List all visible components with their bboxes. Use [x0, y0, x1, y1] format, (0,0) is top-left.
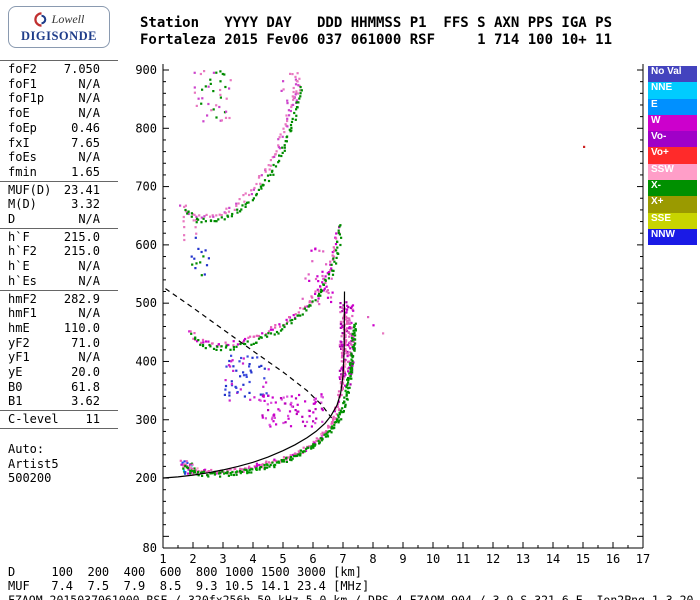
- svg-text:12: 12: [486, 552, 500, 566]
- param-fof1p: foF1p N/A: [8, 91, 100, 106]
- svg-text:7: 7: [339, 552, 346, 566]
- svg-text:6: 6: [309, 552, 316, 566]
- param-md: M(D) 3.32: [8, 197, 100, 212]
- param-fof1: foF1 N/A: [8, 76, 100, 91]
- svg-text:600: 600: [135, 238, 157, 252]
- legend-item-sse: SSE: [648, 212, 697, 229]
- svg-text:80: 80: [143, 541, 157, 555]
- param-fxi: fxI 7.65: [8, 135, 100, 150]
- header-field-names: Station YYYY DAY DDD HHMMSS P1 FFS S AXN…: [140, 15, 613, 31]
- legend-item-w: W: [648, 114, 697, 132]
- legend-item-x+: X+: [648, 196, 697, 213]
- echo-scatter-layer: [179, 70, 586, 478]
- lowell-digisonde-logo: Lowell DIGISONDE: [8, 6, 110, 48]
- svg-text:900: 900: [135, 63, 157, 77]
- legend-item-nnw: NNW: [648, 228, 697, 246]
- param-foe: foE N/A: [8, 106, 100, 121]
- svg-text:1: 1: [159, 552, 166, 566]
- svg-text:13: 13: [516, 552, 530, 566]
- svg-text:14: 14: [546, 552, 560, 566]
- param-foes: foEs N/A: [8, 150, 100, 165]
- param-hme: hmE 110.0: [8, 320, 100, 335]
- param-group-3: hmF2 282.9 hmF1 N/A hmE 110.0 yF2 71.0 yF1 N/A yE 2…: [0, 291, 118, 412]
- param-group-4: C-level 11: [0, 411, 118, 429]
- param-group-5: Auto: Artist5 500200: [0, 441, 118, 487]
- param-artist5: Artist5: [8, 456, 59, 471]
- svg-text:4: 4: [249, 552, 256, 566]
- logo-lowell-text: Lowell: [51, 12, 85, 26]
- param-yf2: yF2 71.0: [8, 335, 100, 350]
- param-b0: B0 61.8: [8, 379, 100, 394]
- logo-digisonde-text: DIGISONDE: [20, 28, 98, 43]
- footer-info: FZAOM_2015037061000.RSF / 320fx256h 50 k…: [8, 593, 694, 600]
- svg-text:3: 3: [219, 552, 226, 566]
- param-b1: B1 3.62: [8, 394, 100, 409]
- overlay-curves: [162, 288, 346, 479]
- svg-text:700: 700: [135, 180, 157, 194]
- param-ye: yE 20.0: [8, 365, 100, 380]
- param-foep: foEp 0.46: [8, 120, 100, 135]
- svg-text:15: 15: [576, 552, 590, 566]
- svg-text:8: 8: [369, 552, 376, 566]
- svg-text:800: 800: [135, 121, 157, 135]
- svg-text:2: 2: [189, 552, 196, 566]
- svg-text:300: 300: [135, 413, 157, 427]
- svg-text:500: 500: [135, 296, 157, 310]
- param-hes: h`Es N/A: [8, 273, 100, 288]
- param-yf1: yF1 N/A: [8, 350, 100, 365]
- muf-transmission-curve: [165, 288, 333, 419]
- muf-table-row: MUF 7.4 7.5 7.9 8.5 9.3 10.5 14.1 23.4 […: [8, 579, 370, 593]
- true-height-profile-line: [162, 291, 346, 479]
- axes-layer: [162, 64, 644, 549]
- param-hf: h`F 215.0: [8, 229, 100, 244]
- svg-text:400: 400: [135, 354, 157, 368]
- param-hmf2: hmF2 282.9: [8, 291, 100, 306]
- header-field-values: Fortaleza 2015 Fev06 037 061000 RSF 1 71…: [140, 32, 613, 48]
- legend-item-x-: X-: [648, 180, 697, 197]
- param-clevel: C-level 11: [8, 412, 100, 427]
- svg-text:200: 200: [135, 471, 157, 485]
- legend-item-noval: No Val: [648, 66, 697, 83]
- param-group-2: h`F 215.0 h`F2 215.0 h`E N/A h`Es N/A: [0, 229, 118, 291]
- legend-item-e: E: [648, 98, 697, 115]
- param-d: D N/A: [8, 212, 100, 227]
- svg-text:17: 17: [636, 552, 650, 566]
- param-hf2: h`F2 215.0: [8, 244, 100, 259]
- distance-table-row: D 100 200 400 600 800 1000 1500 3000 [km…: [8, 565, 363, 579]
- legend-item-nne: NNE: [648, 82, 697, 99]
- param-hmf1: hmF1 N/A: [8, 306, 100, 321]
- parameter-panel: foF2 7.050 foF1 N/A foF1p N/A foE N/A foEp 0.46 fx…: [0, 60, 118, 487]
- param-mufd: MUF(D) 23.41: [8, 182, 100, 197]
- param-he: h`E N/A: [8, 259, 100, 274]
- svg-text:10: 10: [426, 552, 440, 566]
- digisonde-logo-icon: [33, 12, 46, 27]
- param-group-0: foF2 7.050 foF1 N/A foF1p N/A foE N/A foEp 0.46 fx…: [0, 60, 118, 182]
- param-group-1: MUF(D) 23.41 M(D) 3.32 D N/A: [0, 182, 118, 229]
- legend-item-vo+: Vo+: [648, 147, 697, 164]
- legend-item-ssw: SSW: [648, 163, 697, 181]
- param-auto: Auto:: [8, 441, 45, 456]
- doppler-direction-legend: No Val NNE E W Vo- Vo+ SSW X- X+ SSE NNW: [648, 66, 697, 246]
- svg-text:16: 16: [606, 552, 620, 566]
- logo-top-row: Lowell: [33, 11, 85, 29]
- param-fof2: foF2 7.050: [8, 62, 100, 76]
- param-500200: 500200: [8, 471, 52, 486]
- param-fmin: fmin 1.65: [8, 164, 100, 179]
- svg-text:5: 5: [279, 552, 286, 566]
- svg-text:11: 11: [456, 552, 470, 566]
- svg-text:9: 9: [399, 552, 406, 566]
- legend-item-vo-: Vo-: [648, 131, 697, 148]
